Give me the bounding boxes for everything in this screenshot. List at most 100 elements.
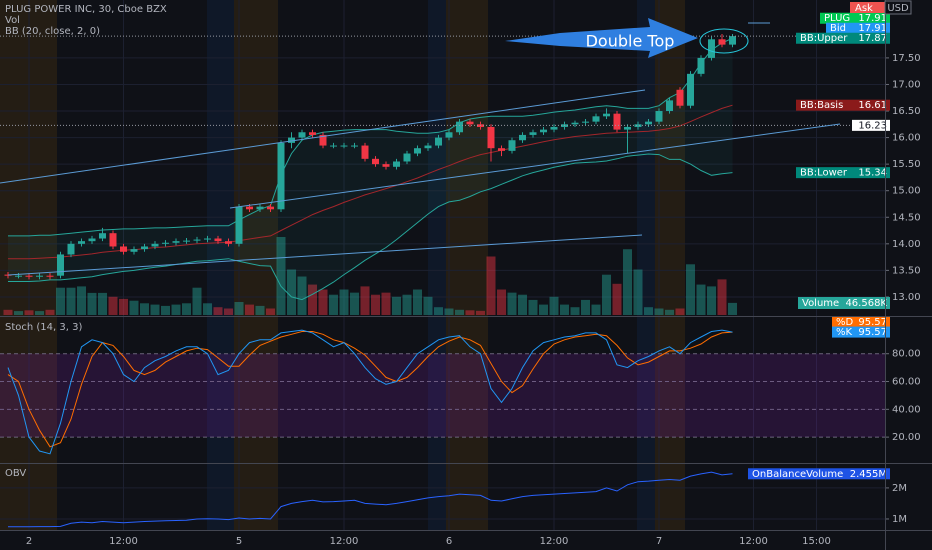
volume-bar — [665, 309, 674, 315]
volume-bar — [171, 304, 181, 315]
symbol-title: PLUG POWER INC, 30, Cboe BZX — [5, 4, 167, 15]
currency[interactable]: USD — [887, 3, 909, 14]
candle-body — [57, 254, 64, 276]
candle-body — [277, 142, 285, 210]
volume-bar — [476, 310, 485, 315]
y-tick-label: 14.00 — [892, 239, 921, 250]
x-tick-label: 6 — [446, 536, 452, 547]
candle-body — [414, 148, 421, 154]
candle-body — [151, 243, 159, 247]
y-tick-label: 20.00 — [892, 432, 921, 443]
volume-bar — [203, 303, 212, 315]
trend-line — [7, 234, 643, 276]
volume-bar — [350, 292, 359, 315]
bb-line — [8, 153, 733, 301]
volume-bar — [140, 303, 149, 315]
trend-line — [0, 89, 646, 184]
candle-body — [361, 145, 369, 159]
ask-label: Ask — [855, 3, 873, 14]
volume-bar — [213, 307, 223, 315]
candle-body — [571, 122, 579, 125]
postmarket-band — [207, 0, 234, 530]
volume-bar — [728, 302, 737, 315]
volume-bar — [224, 308, 233, 315]
candle-body — [256, 206, 264, 210]
candle-body — [15, 275, 22, 277]
badge-value: 16.23 — [858, 120, 887, 131]
candle-body — [99, 233, 106, 239]
volume-bar — [98, 292, 107, 315]
badge-value: 2.455M — [850, 469, 887, 480]
bb-fill — [8, 38, 733, 300]
obv-line — [8, 471, 733, 528]
volume-bar — [192, 287, 202, 315]
volume-bar — [308, 284, 317, 315]
volume-bar — [612, 283, 622, 315]
badge-value: 17.87 — [858, 33, 887, 44]
volume-bar — [507, 292, 517, 315]
candle-body — [267, 206, 274, 210]
candle-body — [141, 246, 148, 250]
volume-bar — [717, 279, 727, 315]
postmarket-band — [637, 0, 655, 530]
volume-bar — [465, 310, 475, 315]
candle-body — [225, 241, 232, 244]
badge-name: BB:Lower — [800, 168, 848, 179]
currency-box[interactable] — [884, 0, 912, 15]
badge-name: %D — [836, 317, 854, 328]
candle-body — [582, 121, 589, 123]
candle-body — [498, 148, 505, 151]
y-tick-label: 13.50 — [892, 265, 921, 276]
volume-bar — [434, 307, 443, 315]
y-tick-label: 17.00 — [892, 79, 921, 90]
volume-bar — [129, 300, 139, 315]
volume-bar — [570, 307, 580, 315]
candle-body — [603, 113, 610, 117]
volume-bar — [381, 292, 391, 315]
x-tick-label: 12:00 — [109, 536, 138, 547]
volume-badge-name: Volume — [802, 298, 839, 309]
candle-body — [613, 113, 621, 130]
volume-bar — [35, 311, 44, 315]
x-tick-label: 2 — [26, 536, 32, 547]
stoch-line — [7, 331, 733, 448]
candle-body — [309, 132, 316, 135]
candle-body — [403, 153, 411, 162]
candle-body — [592, 116, 600, 122]
drawings — [0, 22, 841, 276]
candle-body — [46, 275, 54, 277]
candle-body — [372, 158, 379, 165]
badge-name: PLUG — [824, 13, 850, 24]
candle-body — [330, 145, 337, 147]
volume-bar — [654, 308, 664, 315]
badge-name: Bid — [830, 23, 846, 34]
candle-body — [204, 238, 211, 240]
badge-value: 15.34 — [858, 168, 887, 179]
candle-body — [109, 233, 117, 247]
volume-bar — [108, 296, 118, 315]
badge-name: BB:Upper — [800, 33, 848, 44]
candle-body — [36, 275, 43, 277]
volume-bar — [119, 298, 128, 315]
y-tick-label: 15.00 — [892, 186, 921, 197]
candle-body — [393, 161, 400, 167]
candle-body — [88, 238, 96, 242]
y-tick-label: 40.00 — [892, 404, 921, 415]
volume-bar — [402, 294, 412, 315]
price-badge — [796, 99, 890, 111]
badge-value: 16.61 — [858, 100, 887, 111]
price-badge — [832, 316, 890, 328]
candle-body — [25, 275, 33, 277]
candle-body — [729, 36, 736, 45]
volume-bar — [56, 287, 65, 315]
candle-body — [645, 121, 652, 125]
volume-bar — [623, 249, 632, 315]
annotation: Double Top — [586, 32, 675, 51]
candle-body — [666, 100, 673, 112]
price-badge — [820, 12, 890, 24]
volume-bar — [581, 299, 590, 315]
candle-body — [687, 73, 694, 106]
volume-bar — [413, 289, 422, 315]
volume-bar — [276, 237, 286, 315]
